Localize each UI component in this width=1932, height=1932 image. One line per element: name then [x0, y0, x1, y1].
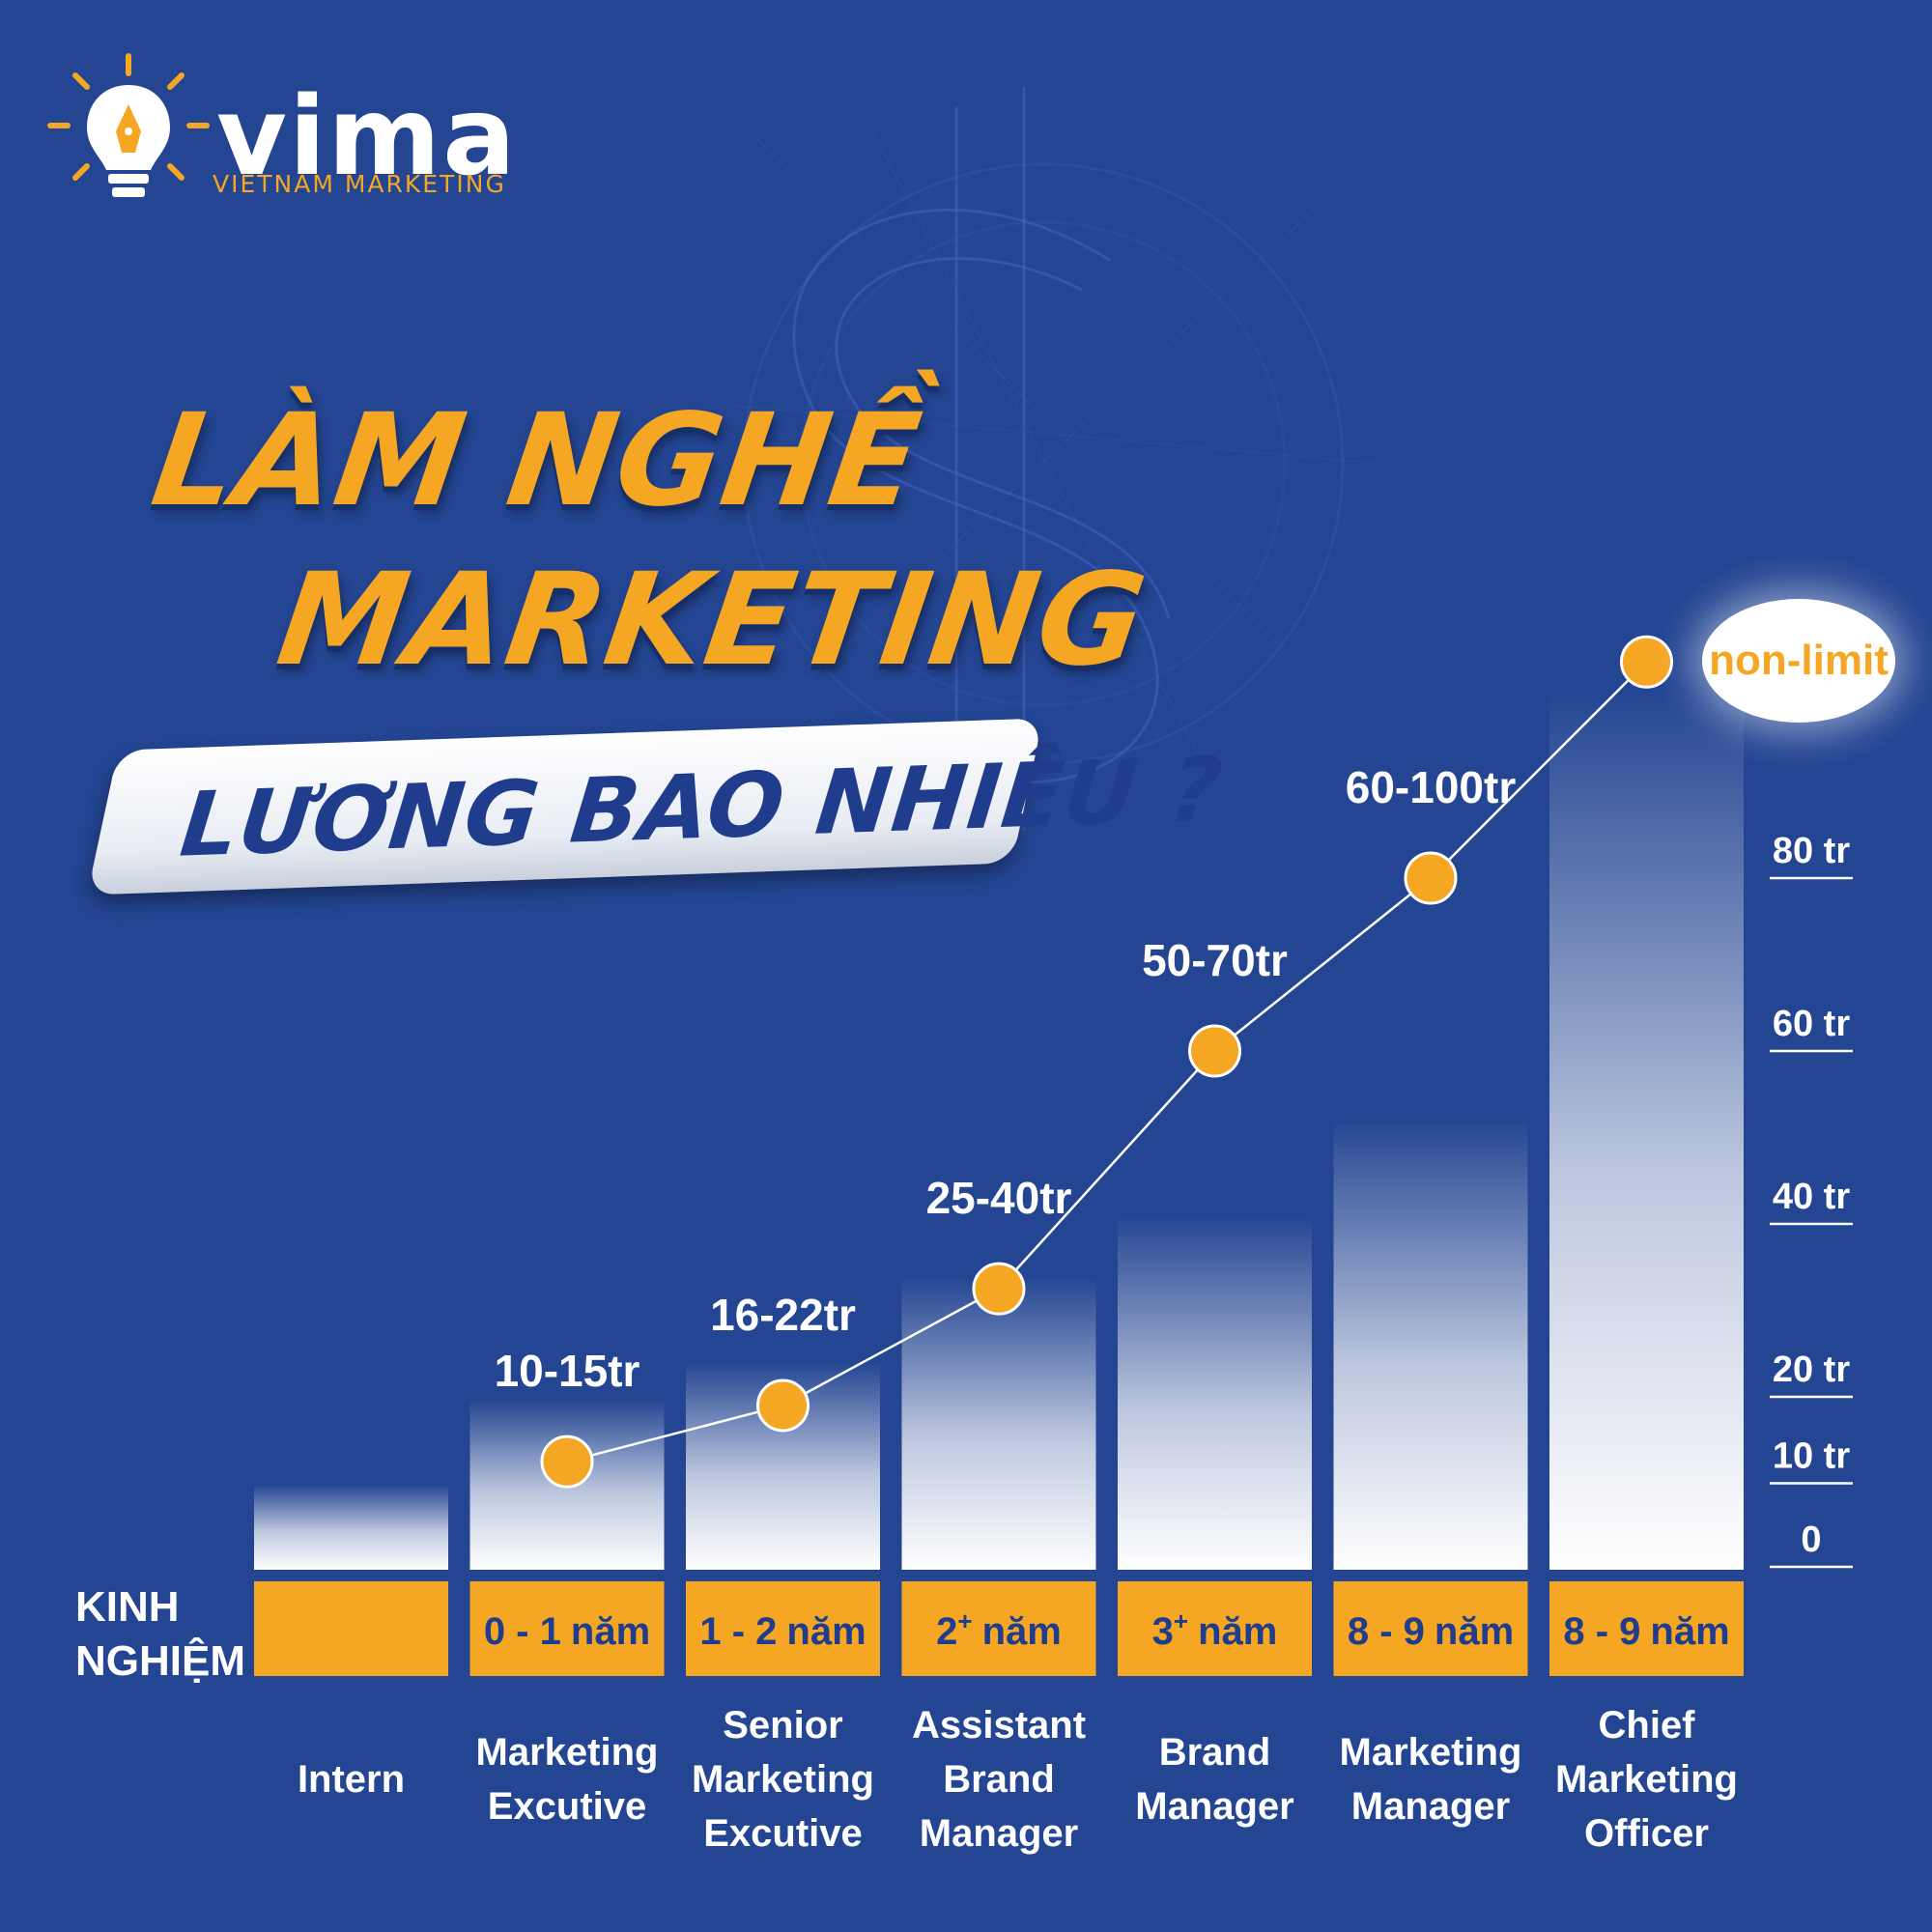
salary-column: [1118, 1215, 1312, 1570]
salary-column: [254, 1484, 448, 1570]
category-label: Excutive: [488, 1785, 647, 1828]
logo-tagline: VIETNAM MARKETING: [213, 170, 506, 198]
y-tick-label: 80 tr: [1773, 831, 1850, 871]
category-label: Senior: [723, 1704, 842, 1747]
logo-wordmark: vima: [216, 74, 518, 200]
salary-range-label: 50-70tr: [1142, 935, 1288, 985]
experience-label-line2: NGHIỆM: [75, 1637, 245, 1685]
experience-box: [1549, 1581, 1744, 1676]
category-label: Marketing: [1340, 1731, 1522, 1774]
salary-point: [1188, 1024, 1241, 1078]
experience-label: 8 - 9 năm: [1563, 1610, 1729, 1653]
experience-label-line1: KINH: [75, 1583, 180, 1631]
category-label: Brand: [943, 1758, 1055, 1801]
experience-label: 2+ năm: [936, 1606, 1062, 1653]
experience-box: [469, 1581, 665, 1676]
category-label: Marketing: [476, 1731, 659, 1774]
salary-column: [901, 1276, 1096, 1570]
experience-box: [254, 1581, 448, 1676]
category-label: Excutive: [703, 1812, 863, 1855]
salary-point: [1404, 851, 1458, 905]
category-label: Manager: [920, 1812, 1079, 1855]
y-tick-label: 40 tr: [1773, 1177, 1850, 1217]
category-label: Assistant: [912, 1704, 1086, 1747]
category-label: Brand: [1159, 1731, 1271, 1774]
non-limit-label: non-limit: [1709, 637, 1889, 684]
y-tick-label: 20 tr: [1773, 1350, 1850, 1390]
salary-point: [972, 1262, 1026, 1316]
experience-box: [686, 1581, 880, 1676]
y-tick-label: 10 tr: [1773, 1436, 1850, 1477]
brand-logo: vima VIETNAM MARKETING: [46, 50, 529, 214]
salary-range-label: 16-22tr: [710, 1290, 856, 1340]
experience-label: 8 - 9 năm: [1348, 1610, 1514, 1653]
y-tick-label: 60 tr: [1773, 1004, 1850, 1044]
salary-point: [1620, 635, 1673, 689]
salary-range-label: 60-100tr: [1346, 762, 1517, 812]
lightbulb-pen-icon: [47, 53, 210, 197]
category-label: Marketing: [692, 1758, 874, 1801]
experience-box: [1333, 1581, 1528, 1676]
non-limit-badge: [1702, 599, 1895, 723]
y-tick-label: 0: [1801, 1520, 1821, 1560]
salary-point: [540, 1435, 594, 1489]
category-label: Manager: [1135, 1785, 1294, 1828]
salary-trend-line: [566, 661, 1648, 1463]
category-label: Manager: [1351, 1785, 1511, 1828]
experience-label: 0 - 1 năm: [484, 1610, 650, 1653]
experience-label: 3+ năm: [1152, 1606, 1278, 1653]
category-label: Chief: [1599, 1704, 1696, 1747]
experience-label: 1 - 2 năm: [699, 1610, 866, 1653]
category-label: Marketing: [1555, 1758, 1738, 1801]
salary-range-label: 25-40tr: [926, 1173, 1072, 1223]
category-label: Officer: [1584, 1812, 1709, 1855]
salary-point: [756, 1378, 810, 1433]
salary-column: [1549, 690, 1744, 1570]
category-label: Intern: [298, 1758, 405, 1801]
experience-box: [1118, 1581, 1312, 1676]
experience-axis-label: KINH NGHIỆM: [75, 1580, 245, 1689]
experience-box: [901, 1581, 1096, 1676]
salary-range-label: 10-15tr: [495, 1346, 640, 1396]
salary-column: [1333, 1117, 1528, 1570]
